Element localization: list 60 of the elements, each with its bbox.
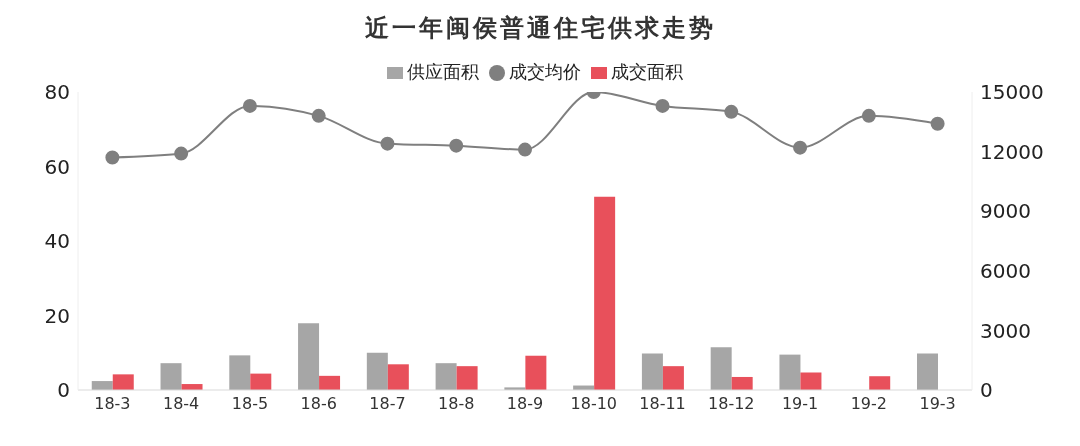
bar [779,354,801,390]
point [655,98,670,113]
bar [456,366,478,390]
bar [710,347,732,390]
x-tick-label: 18-8 [438,394,475,414]
y2-tick-label: 12000 [980,139,1044,164]
bar [319,375,341,390]
bar [641,353,663,390]
bar [229,355,251,390]
bar [869,376,891,390]
x-tick-label: 18-9 [506,394,544,414]
x-tick-label: 18-7 [369,394,406,414]
bar [662,366,684,390]
y-tick-label: 0 [57,378,70,403]
bar [731,376,753,390]
y-tick-label: 40 [44,229,70,254]
point [449,138,464,153]
point [793,140,808,155]
bar [112,374,134,390]
x-tick-label: 18-5 [231,394,269,414]
legend-label: 供应面积 [407,61,479,82]
legend-label: 成交面积 [611,61,683,82]
bar [160,363,182,390]
x-tick-label: 18-11 [639,394,686,414]
bar [387,364,409,390]
bar [435,363,457,390]
x-tick-label: 18-3 [94,394,131,414]
x-tick-label: 19-3 [919,394,956,414]
x-tick-label: 18-12 [708,394,755,414]
bar [250,373,272,390]
y2-tick-label: 9000 [980,199,1031,224]
y-tick-label: 80 [44,80,70,105]
point [861,108,876,123]
point [174,146,189,161]
bar [800,372,822,390]
bar [366,352,388,390]
legend-label: 成交均价 [509,61,581,82]
y2-tick-label: 15000 [980,80,1044,105]
y2-tick-label: 3000 [980,318,1031,343]
x-tick-label: 19-2 [850,394,887,414]
point [311,108,326,123]
x-tick-label: 18-4 [163,394,200,414]
point [930,116,945,131]
point [518,142,532,157]
x-tick-label: 18-10 [570,394,618,414]
bar [298,323,320,390]
bar [525,355,547,390]
chart-title: 近一年闽侯普通住宅供求走势 [363,13,717,44]
y2-tick-label: 0 [980,378,993,403]
point [105,150,120,165]
point [380,136,395,151]
point [724,104,739,119]
x-tick-label: 19-1 [781,394,819,414]
y2-tick-label: 6000 [980,258,1031,283]
point [242,98,257,113]
bar [916,353,938,390]
x-tick-label: 18-6 [300,394,337,414]
y-tick-label: 60 [44,154,70,179]
bar [594,196,616,390]
y-tick-label: 20 [44,303,70,328]
